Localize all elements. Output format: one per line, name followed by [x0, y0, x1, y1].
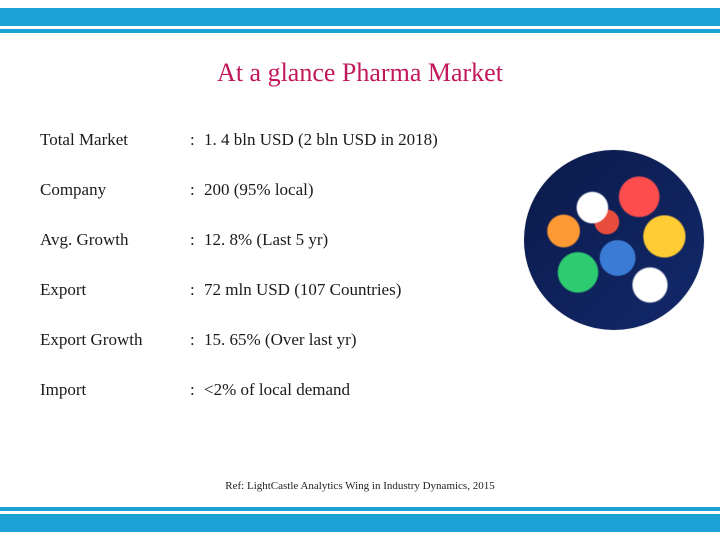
bottom-band-thick: [0, 514, 720, 532]
top-band-thick: [0, 8, 720, 26]
row-label: Export: [40, 280, 190, 300]
row-colon: :: [190, 280, 204, 300]
table-row: Company : 200 (95% local): [40, 180, 540, 200]
row-value: 72 mln USD (107 Countries): [204, 280, 540, 300]
table-row: Export Growth : 15. 65% (Over last yr): [40, 330, 540, 350]
row-value: 200 (95% local): [204, 180, 540, 200]
page-title: At a glance Pharma Market: [0, 58, 720, 88]
top-band-thin: [0, 29, 720, 33]
row-colon: :: [190, 180, 204, 200]
pills-image: [524, 150, 704, 330]
row-label: Total Market: [40, 130, 190, 150]
row-colon: :: [190, 330, 204, 350]
row-label: Import: [40, 380, 190, 400]
row-value: 15. 65% (Over last yr): [204, 330, 540, 350]
row-colon: :: [190, 380, 204, 400]
row-value: 1. 4 bln USD (2 bln USD in 2018): [204, 130, 540, 150]
table-row: Import : <2% of local demand: [40, 380, 540, 400]
reference-text: Ref: LightCastle Analytics Wing in Indus…: [0, 480, 720, 492]
table-row: Export : 72 mln USD (107 Countries): [40, 280, 540, 300]
row-label: Avg. Growth: [40, 230, 190, 250]
table-row: Total Market : 1. 4 bln USD (2 bln USD i…: [40, 130, 540, 150]
row-value: <2% of local demand: [204, 380, 540, 400]
row-value: 12. 8% (Last 5 yr): [204, 230, 540, 250]
table-row: Avg. Growth : 12. 8% (Last 5 yr): [40, 230, 540, 250]
bottom-band-thin: [0, 507, 720, 511]
data-table: Total Market : 1. 4 bln USD (2 bln USD i…: [40, 130, 540, 430]
row-label: Company: [40, 180, 190, 200]
top-band: [0, 8, 720, 33]
row-colon: :: [190, 230, 204, 250]
row-colon: :: [190, 130, 204, 150]
bottom-band: [0, 507, 720, 532]
row-label: Export Growth: [40, 330, 190, 350]
